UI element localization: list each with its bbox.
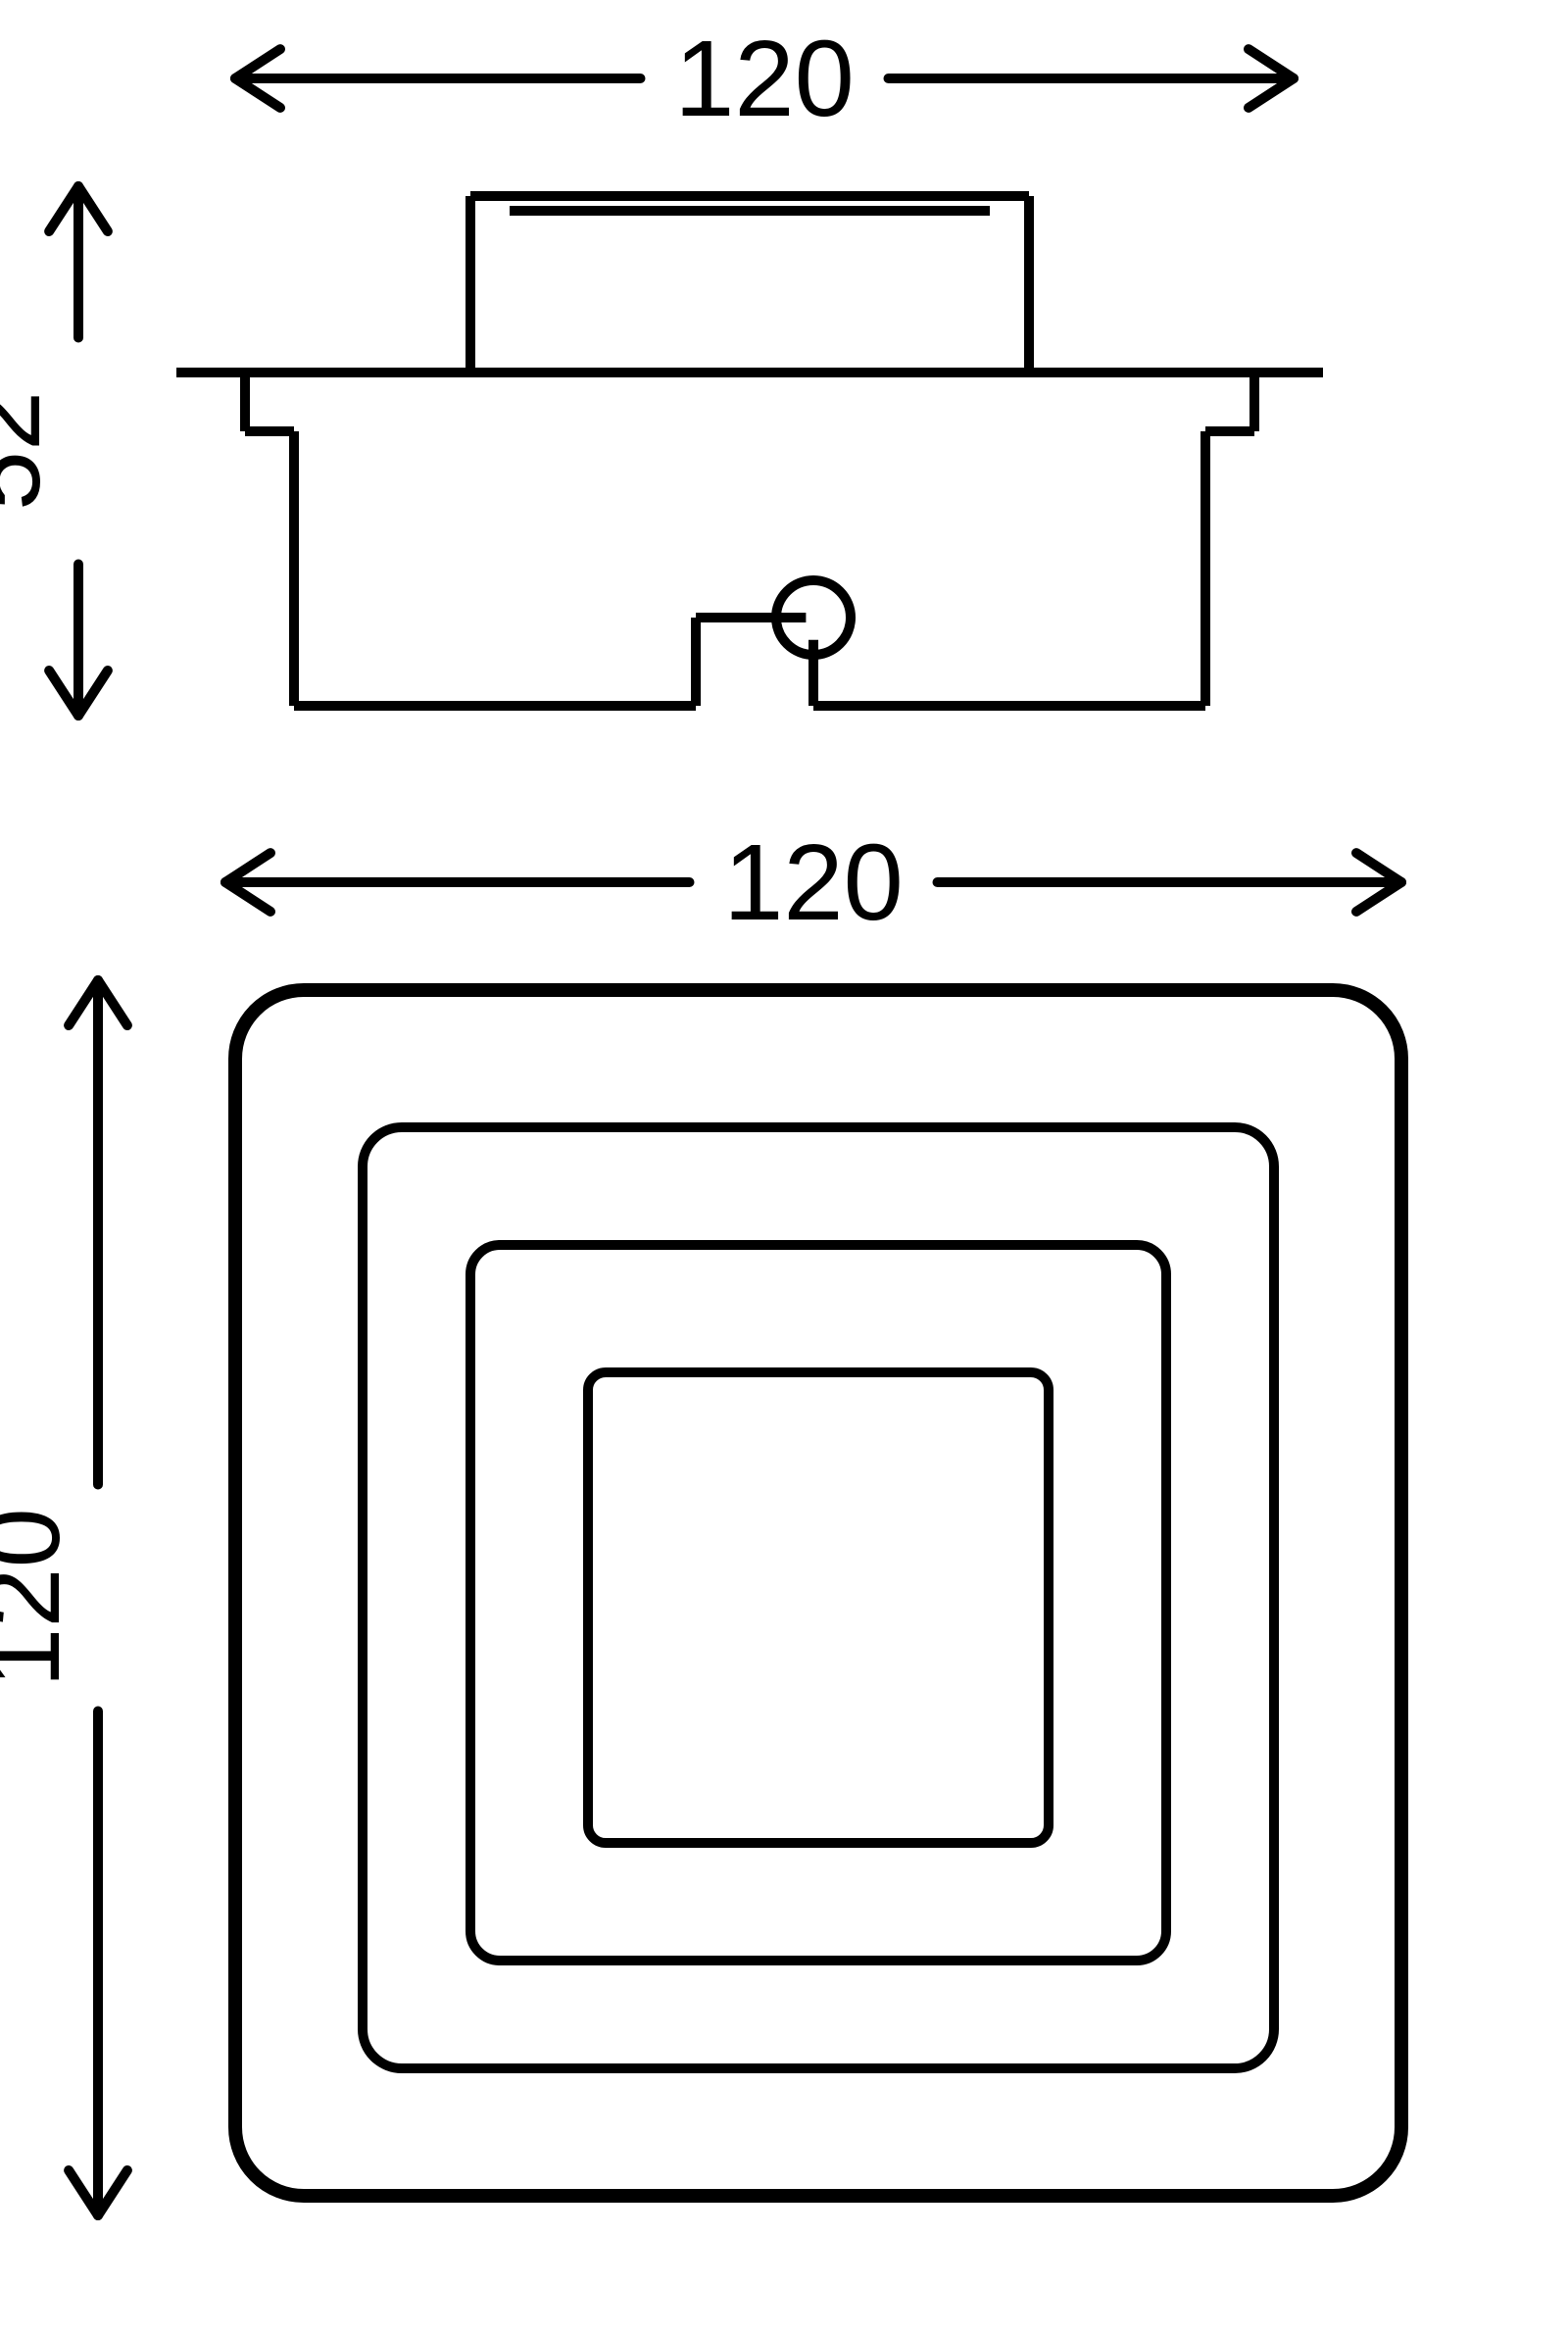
dimension-label: 52 [0, 391, 63, 511]
front-ring-2 [363, 1127, 1274, 2068]
dimension-label: 120 [0, 1508, 82, 1688]
front-ring-3 [470, 1245, 1166, 1961]
front-ring-outer [235, 990, 1401, 2196]
dimension-label: 120 [674, 19, 855, 139]
side-elevation [176, 196, 1323, 706]
technical-drawing: 120 52 120 120 [0, 0, 1568, 2335]
front-elevation [235, 990, 1401, 2196]
front-ring-inner [588, 1372, 1049, 1843]
dimension-label: 120 [723, 822, 904, 943]
